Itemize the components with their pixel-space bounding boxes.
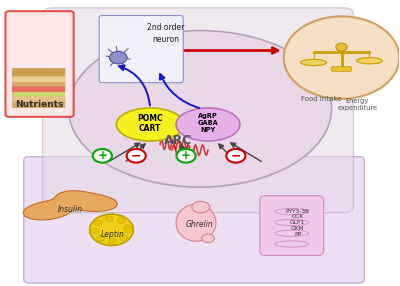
FancyBboxPatch shape xyxy=(12,91,65,96)
Text: POMC
CART: POMC CART xyxy=(137,114,163,133)
Text: +: + xyxy=(98,149,107,162)
FancyBboxPatch shape xyxy=(12,75,65,82)
Circle shape xyxy=(90,214,134,245)
Ellipse shape xyxy=(202,234,214,243)
Ellipse shape xyxy=(116,108,184,141)
Text: Food intake: Food intake xyxy=(301,96,342,102)
Text: Energy
expenditure: Energy expenditure xyxy=(337,98,378,111)
Circle shape xyxy=(124,227,132,233)
Ellipse shape xyxy=(192,201,210,213)
Circle shape xyxy=(117,218,125,223)
Text: Insulin: Insulin xyxy=(58,205,83,214)
FancyBboxPatch shape xyxy=(260,196,324,255)
Circle shape xyxy=(91,228,99,234)
Text: PYY3-36
CCK
GLP1
OXM
PP: PYY3-36 CCK GLP1 OXM PP xyxy=(286,208,310,237)
Text: −: − xyxy=(231,149,241,162)
Ellipse shape xyxy=(356,57,382,64)
Text: AgRP
GABA
NPY: AgRP GABA NPY xyxy=(198,112,218,132)
Circle shape xyxy=(226,149,246,163)
Ellipse shape xyxy=(68,31,332,187)
Ellipse shape xyxy=(301,59,326,65)
Circle shape xyxy=(108,238,116,244)
FancyBboxPatch shape xyxy=(99,15,183,83)
Ellipse shape xyxy=(176,108,240,141)
Circle shape xyxy=(176,149,196,163)
Text: Ghrelin: Ghrelin xyxy=(186,220,214,229)
Text: 2nd order: 2nd order xyxy=(148,23,185,32)
Ellipse shape xyxy=(176,204,216,241)
FancyBboxPatch shape xyxy=(24,157,364,283)
Circle shape xyxy=(110,51,127,64)
Text: +: + xyxy=(181,149,191,162)
Circle shape xyxy=(124,225,132,231)
FancyBboxPatch shape xyxy=(12,68,65,76)
Circle shape xyxy=(127,149,146,163)
Text: ARC: ARC xyxy=(164,134,192,147)
Polygon shape xyxy=(23,191,118,220)
FancyBboxPatch shape xyxy=(12,85,65,92)
FancyBboxPatch shape xyxy=(6,11,74,117)
Circle shape xyxy=(97,236,104,241)
Text: neuron: neuron xyxy=(153,35,180,44)
Text: −: − xyxy=(131,149,142,162)
Circle shape xyxy=(336,43,347,51)
Circle shape xyxy=(105,216,113,221)
Text: Nutrients: Nutrients xyxy=(16,100,64,109)
Circle shape xyxy=(120,235,128,241)
FancyBboxPatch shape xyxy=(12,101,65,108)
Text: Leptin: Leptin xyxy=(100,230,124,239)
FancyBboxPatch shape xyxy=(12,81,65,86)
FancyBboxPatch shape xyxy=(42,8,354,213)
Circle shape xyxy=(284,16,399,99)
FancyBboxPatch shape xyxy=(332,67,352,71)
FancyBboxPatch shape xyxy=(12,95,65,102)
Circle shape xyxy=(93,149,112,163)
Circle shape xyxy=(94,220,102,226)
